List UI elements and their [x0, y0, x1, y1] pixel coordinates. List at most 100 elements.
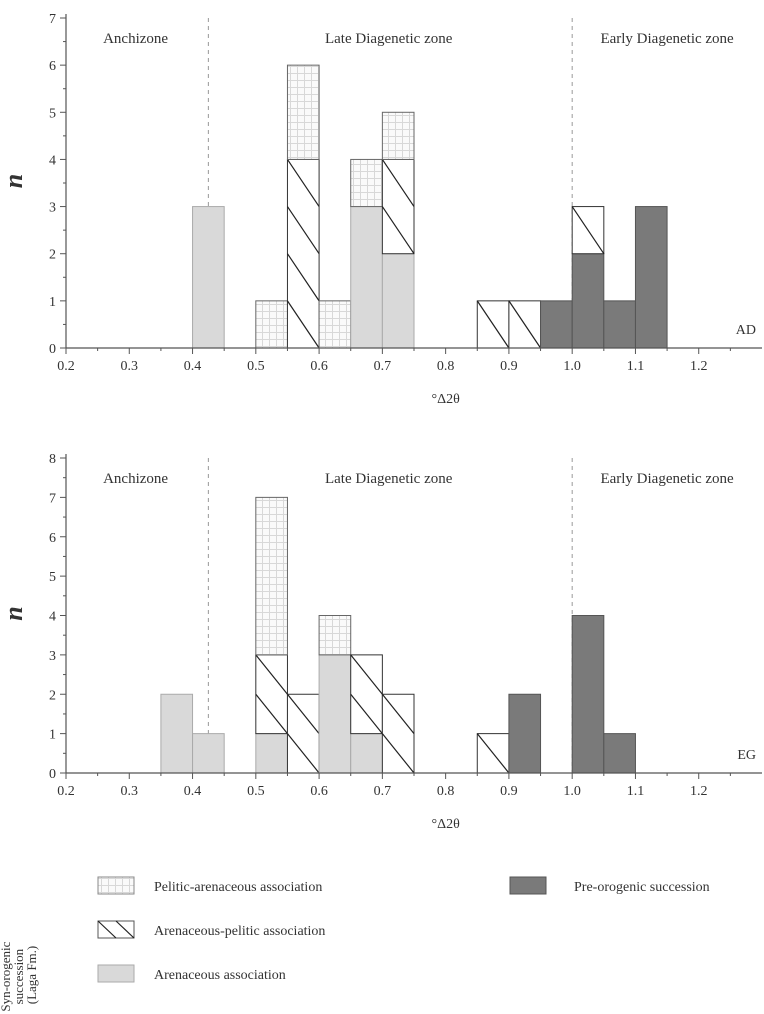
bar-pelitic-arenaceous [255, 496, 288, 656]
y-tick-label: 5 [49, 570, 56, 585]
y-tick-label: 7 [49, 12, 56, 27]
x-tick-label: 0.7 [374, 784, 392, 799]
bar-hatch-line [350, 654, 383, 695]
zone-label: Early Diagenetic zone [600, 31, 734, 47]
zone-label: Late Diagenetic zone [325, 31, 453, 47]
legend-swatch-pre-orogenic [509, 876, 547, 895]
y-tick-label: 0 [49, 767, 56, 782]
legend-label: Arenaceous association [154, 968, 286, 983]
y-tick-label: 1 [49, 295, 56, 310]
legend-group-title: Syn-orogenic succession (Laga Fm.) [0, 938, 39, 1011]
bar-pre-orogenic [603, 300, 636, 349]
zone-label: Early Diagenetic zone [600, 471, 734, 487]
y-tick-label: 6 [49, 531, 56, 546]
panel-eg: Anchizone Late Diagenetic zone Early Diage… [0, 452, 762, 832]
x-tick-label: 0.5 [247, 359, 265, 374]
y-tick-label: 3 [49, 649, 56, 664]
x-tick-label: 0.9 [500, 359, 518, 374]
zone-label: Anchizone [103, 471, 168, 487]
x-tick-label: 0.3 [121, 359, 139, 374]
zone-label: Anchizone [103, 31, 168, 47]
x-tick-label: 0.9 [500, 784, 518, 799]
bar-arenaceous [160, 693, 194, 774]
bar-arenaceous [192, 206, 225, 349]
x-tick-label: 0.8 [437, 359, 455, 374]
bar-hatch-line [381, 733, 415, 774]
bar-hatch-line [286, 300, 320, 349]
bar-hatch-line [286, 253, 320, 302]
y-tick-label: 2 [49, 248, 56, 263]
bar-arenaceous-pelitic [255, 654, 288, 735]
bar-pre-orogenic [540, 300, 573, 349]
zone-labels: Anchizone Late Diagenetic zone Early Diage… [103, 471, 734, 487]
bar-hatch-line [381, 159, 415, 207]
bar-hatch-box [350, 654, 383, 735]
bar-arenaceous-pelitic [381, 158, 415, 255]
bar-pelitic-arenaceous [255, 300, 288, 349]
legend-label: Arenaceous-pelitic association [154, 924, 325, 939]
bar-hatch-box [286, 158, 320, 349]
x-tick-label: 0.6 [310, 784, 328, 799]
bar-arenaceous [381, 253, 415, 349]
bar-hatch-line [255, 654, 288, 695]
histogram-bars [160, 496, 636, 774]
x-tick-label: 0.5 [247, 784, 265, 799]
y-axis-title: n [0, 606, 28, 620]
x-tick-label: 0.6 [310, 359, 328, 374]
x-axis-title: °Δ2θ [431, 817, 460, 832]
bar-hatch-line [286, 733, 320, 774]
legend: Syn-orogenic succession (Laga Fm.) Pelit… [0, 876, 710, 1012]
bar-arenaceous-pelitic [508, 300, 542, 349]
bar-hatch-line [286, 693, 320, 735]
bar-hatch-line [286, 159, 320, 207]
x-tick-label: 1.2 [690, 784, 708, 799]
zone-labels: Anchizone Late Diagenetic zone Early Diage… [103, 31, 734, 47]
x-tick-label: 0.8 [437, 784, 455, 799]
x-tick-label: 0.3 [121, 784, 139, 799]
bar-pre-orogenic [571, 615, 605, 774]
bar-hatch-line [571, 206, 605, 255]
y-axis-title: n [0, 174, 28, 188]
y-tick-label: 1 [49, 728, 56, 743]
bar-arenaceous [192, 733, 225, 774]
bar-arenaceous-pelitic [476, 300, 510, 349]
bar-pelitic-arenaceous [318, 300, 352, 349]
x-tick-label: 0.2 [57, 784, 75, 799]
zone-label: Late Diagenetic zone [325, 471, 453, 487]
legend-item-pelitic-arenaceous: Pelitic-arenaceous association [97, 876, 322, 895]
legend-item-pre-orogenic: Pre-orogenic succession [509, 876, 710, 895]
y-tick-label: 7 [49, 491, 56, 506]
legend-item-arenaceous: Arenaceous association [97, 964, 286, 983]
legend-label: Pre-orogenic succession [574, 880, 710, 895]
legend-label: Pelitic-arenaceous association [154, 880, 322, 895]
bar-hatch-line [286, 206, 320, 255]
axes: 0 1 2 3 4 5 6 7 8 0.2 0.3 0.4 0.5 0.6 0.7 0.8 0.9 1.0 1.1 1… [49, 452, 762, 799]
bar-arenaceous [350, 206, 383, 349]
bar-pelitic-arenaceous [381, 111, 415, 160]
legend-swatch-hatch [97, 920, 135, 939]
y-tick-label: 2 [49, 688, 56, 703]
y-tick-label: 4 [49, 610, 56, 625]
bar-hatch-box [381, 158, 415, 255]
bar-pelitic-arenaceous [350, 158, 383, 208]
x-tick-label: 0.2 [57, 359, 75, 374]
bar-hatch-line [350, 693, 383, 735]
bar-arenaceous-pelitic [350, 654, 383, 735]
y-tick-label: 4 [49, 153, 56, 168]
bar-arenaceous [350, 733, 383, 774]
bar-pre-orogenic [634, 206, 668, 349]
bar-arenaceous [255, 733, 288, 774]
x-axis-title: °Δ2θ [431, 392, 460, 407]
x-tick-label: 0.4 [184, 359, 202, 374]
histogram-bars [192, 64, 668, 349]
bar-pelitic-arenaceous [318, 615, 352, 656]
bar-pre-orogenic [508, 693, 542, 774]
legend-item-arenaceous-pelitic: Arenaceous-pelitic association [97, 920, 325, 939]
legend-swatch-arenaceous [97, 964, 135, 983]
x-tick-label: 0.7 [374, 359, 392, 374]
y-tick-label: 6 [49, 59, 56, 74]
panel-tag: AD [736, 323, 756, 338]
x-tick-label: 1.1 [627, 359, 645, 374]
y-tick-label: 5 [49, 106, 56, 121]
